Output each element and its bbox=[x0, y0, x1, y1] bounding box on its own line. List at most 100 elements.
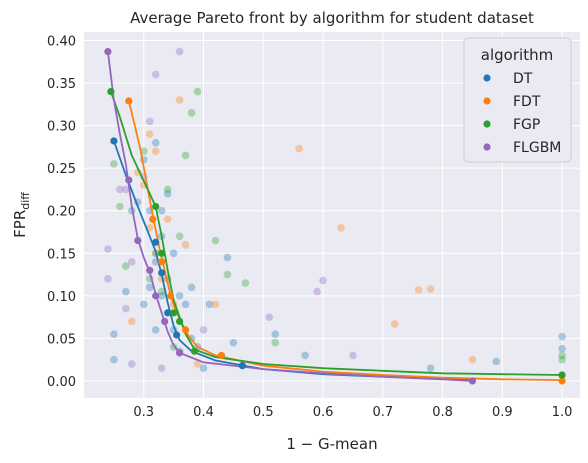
cloud-point-fdt bbox=[175, 96, 184, 104]
front-point-dt bbox=[173, 331, 181, 339]
legend: algorithm DT FDT FGP FLGBM bbox=[463, 37, 572, 163]
front-point-flgbm bbox=[125, 176, 133, 184]
x-tick-label: 0.6 bbox=[313, 405, 334, 420]
cloud-point-flgbm bbox=[128, 360, 136, 368]
front-point-fgp bbox=[158, 249, 166, 257]
y-axis-label: FPRdiff bbox=[11, 192, 32, 238]
cloud-point-fgp bbox=[181, 151, 190, 160]
y-tick-labels: 0.00 0.05 0.10 0.15 0.20 0.25 0.30 0.35 0.40 bbox=[47, 35, 76, 390]
front-point-flgbm bbox=[146, 266, 154, 274]
front-point-dt bbox=[158, 269, 166, 277]
y-axis-label-subscript: diff bbox=[19, 192, 32, 210]
cloud-point-dt bbox=[110, 355, 118, 364]
x-tick-label: 1.0 bbox=[552, 405, 573, 420]
legend-box bbox=[463, 37, 572, 163]
cloud-point-flgbm bbox=[349, 351, 357, 360]
cloud-point-flgbm bbox=[313, 287, 321, 296]
front-point-fdt bbox=[125, 97, 133, 105]
cloud-point-flgbm bbox=[128, 258, 136, 266]
cloud-point-fdt bbox=[181, 240, 190, 249]
cloud-point-fgp bbox=[271, 338, 280, 347]
front-point-dt bbox=[238, 362, 246, 370]
cloud-point-dt bbox=[558, 344, 566, 353]
x-tick-label: 0.9 bbox=[492, 405, 513, 420]
cloud-point-dt bbox=[151, 138, 160, 147]
cloud-point-fgp bbox=[157, 287, 166, 296]
front-point-fgp bbox=[190, 347, 199, 355]
front-point-fgp bbox=[152, 202, 160, 211]
y-tick-label: 0.00 bbox=[47, 375, 76, 390]
front-point-flgbm bbox=[176, 349, 184, 357]
cloud-point-fdt bbox=[163, 215, 172, 224]
cloud-point-fdt bbox=[414, 286, 423, 294]
legend-marker-dt bbox=[483, 74, 491, 82]
cloud-point-flgbm bbox=[122, 304, 130, 313]
y-tick-label: 0.15 bbox=[47, 247, 76, 262]
front-point-flgbm bbox=[161, 317, 169, 325]
x-tick-label: 0.7 bbox=[372, 405, 393, 420]
front-point-flgbm bbox=[134, 236, 142, 245]
curve-flgbm bbox=[107, 51, 473, 382]
cloud-point-fgp bbox=[187, 109, 196, 117]
cloud-point-dt bbox=[151, 326, 160, 334]
curve-fgp bbox=[110, 91, 563, 376]
cloud-point-flgbm bbox=[116, 185, 124, 194]
front-point-flgbm bbox=[152, 292, 160, 300]
front-point-fdt bbox=[181, 326, 190, 334]
legend-items: DT FDT FGP FLGBM bbox=[483, 71, 561, 156]
y-tick-label: 0.35 bbox=[47, 77, 76, 92]
cloud-point-dt bbox=[558, 332, 566, 341]
y-tick-label: 0.10 bbox=[47, 290, 76, 305]
cloud-point-dt bbox=[187, 283, 196, 292]
pareto-front-points bbox=[104, 47, 566, 385]
front-point-dt bbox=[110, 137, 118, 145]
cloud-point-fgp bbox=[163, 185, 172, 194]
cloud-point-dt bbox=[229, 338, 238, 347]
cloud-point-flgbm bbox=[104, 275, 112, 283]
cloud-point-flgbm bbox=[265, 313, 274, 321]
cloud-point-flgbm bbox=[104, 245, 112, 253]
cloud-point-fdt bbox=[337, 223, 345, 232]
cloud-point-flgbm bbox=[319, 276, 327, 285]
y-tick-label: 0.05 bbox=[47, 332, 76, 347]
cloud-point-dt bbox=[205, 300, 214, 309]
cloud-point-fdt bbox=[211, 300, 220, 309]
cloud-point-fgp bbox=[241, 279, 250, 287]
y-tick-label: 0.40 bbox=[47, 35, 76, 50]
cloud-point-fgp bbox=[193, 87, 202, 96]
cloud-point-dt bbox=[301, 351, 309, 360]
legend-title: algorithm bbox=[481, 46, 553, 64]
cloud-point-dt bbox=[110, 330, 118, 338]
front-point-fdt bbox=[217, 351, 226, 360]
cloud-point-dt bbox=[223, 253, 232, 262]
cloud-point-flgbm bbox=[122, 185, 130, 194]
cloud-point-dt bbox=[175, 292, 184, 300]
cloud-point-dt bbox=[426, 364, 435, 373]
front-point-fgp bbox=[176, 317, 184, 325]
x-tick-label: 0.5 bbox=[253, 405, 274, 420]
cloud-point-dt bbox=[199, 364, 208, 373]
cloud-point-dt bbox=[145, 283, 154, 292]
cloud-point-fgp bbox=[223, 270, 232, 279]
cloud-point-fgp bbox=[122, 262, 130, 270]
cloud-point-dt bbox=[157, 292, 166, 300]
front-point-flgbm bbox=[104, 47, 112, 56]
cloud-point-fgp bbox=[110, 160, 118, 168]
front-point-fgp bbox=[170, 309, 178, 317]
x-tick-labels: 0.3 0.4 0.5 0.6 0.7 0.8 0.9 1.0 bbox=[133, 405, 572, 420]
cloud-point-dt bbox=[122, 287, 130, 296]
front-point-dt bbox=[164, 309, 172, 317]
cloud-point-fdt bbox=[145, 130, 154, 138]
front-point-fdt bbox=[167, 292, 175, 300]
y-tick-label: 0.20 bbox=[47, 205, 76, 220]
cloud-point-fdt bbox=[151, 147, 160, 155]
cloud-point-fdt bbox=[295, 144, 303, 153]
cloud-point-dt bbox=[271, 330, 280, 338]
cloud-point-flgbm bbox=[151, 70, 160, 79]
front-point-fgp bbox=[558, 371, 566, 379]
y-axis-label-text: FPRdiff bbox=[11, 192, 32, 238]
y-tick-label: 0.25 bbox=[47, 162, 76, 177]
legend-label-fdt: FDT bbox=[513, 94, 541, 110]
front-point-flgbm bbox=[468, 377, 477, 385]
